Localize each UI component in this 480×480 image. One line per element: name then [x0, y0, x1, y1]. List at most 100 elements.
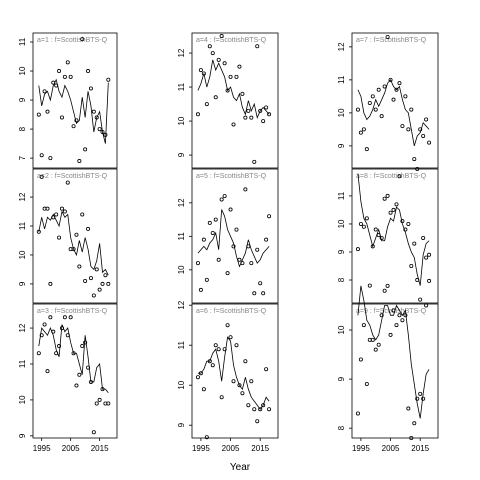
point: [68, 74, 73, 79]
panel-frame: [191, 168, 279, 304]
point: [261, 291, 266, 296]
point: [216, 57, 221, 62]
strip-label: a=9 : f=ScottishBTS-Q: [356, 308, 427, 315]
fit-line: [38, 78, 109, 144]
point: [86, 226, 91, 231]
point: [358, 357, 363, 362]
point: [403, 94, 408, 99]
point: [36, 112, 41, 117]
point: [261, 119, 266, 124]
point: [382, 288, 387, 293]
point: [65, 60, 70, 65]
point: [246, 403, 251, 408]
point: [406, 127, 411, 132]
point: [80, 344, 85, 349]
point: [421, 235, 426, 240]
point: [394, 87, 399, 92]
strip-label: a=2 : f=ScottishBTS-Q: [37, 173, 108, 180]
y-tick-label: 12: [337, 42, 346, 51]
x-tick-label: 2005: [62, 444, 80, 453]
panel-frame: [191, 32, 279, 169]
y-tick-label: 11: [18, 221, 27, 230]
point: [400, 318, 405, 323]
point: [252, 291, 257, 296]
point: [237, 257, 242, 262]
y-tick-label: 10: [337, 219, 346, 228]
point: [54, 212, 59, 217]
point: [204, 102, 209, 107]
point: [400, 124, 405, 129]
point: [379, 114, 384, 119]
point: [204, 435, 209, 440]
strip-label: a=3 : f=ScottishBTS-Q: [37, 308, 108, 315]
point: [406, 406, 411, 411]
panel-frame: [351, 32, 439, 169]
panel-frame: [351, 303, 439, 439]
strip-label: a=5 : f=ScottishBTS-Q: [196, 173, 267, 180]
point: [255, 419, 260, 424]
fit-line: [38, 210, 109, 276]
point: [367, 100, 372, 105]
y-tick-label: 10: [177, 265, 186, 274]
point: [394, 323, 399, 328]
strip-label: a=8 : f=ScottishBTS-Q: [356, 173, 427, 180]
point: [418, 127, 423, 132]
fit-line: [197, 209, 270, 268]
point: [412, 157, 417, 162]
point: [228, 207, 233, 212]
point: [204, 277, 209, 282]
point: [210, 51, 215, 56]
point: [94, 267, 99, 272]
point: [74, 383, 79, 388]
point: [65, 180, 70, 185]
y-tick-label: 12: [177, 198, 186, 207]
point: [246, 108, 251, 113]
point: [57, 235, 62, 240]
point: [373, 347, 378, 352]
panel-frame: [32, 303, 118, 439]
point: [397, 81, 402, 86]
y-tick-label: 7: [18, 155, 27, 160]
point: [394, 202, 399, 207]
point: [97, 287, 102, 292]
point: [240, 91, 245, 96]
point: [45, 206, 50, 211]
point: [424, 255, 429, 260]
point: [373, 107, 378, 112]
point: [216, 257, 221, 262]
point: [222, 61, 227, 66]
fit-line: [357, 79, 430, 147]
point: [412, 241, 417, 246]
y-tick-label: 9: [177, 422, 186, 427]
point: [234, 74, 239, 79]
point: [358, 221, 363, 226]
point: [427, 140, 432, 145]
point: [391, 97, 396, 102]
point: [36, 351, 41, 356]
point: [264, 105, 269, 110]
y-tick-label: 8: [18, 126, 27, 131]
y-tick-label: 11: [177, 341, 186, 350]
point: [427, 278, 432, 283]
point: [258, 281, 263, 286]
point: [258, 407, 263, 412]
point: [243, 115, 248, 120]
point: [261, 403, 266, 408]
y-tick-label: 9: [18, 97, 27, 102]
point: [48, 281, 53, 286]
point: [77, 372, 82, 377]
point: [219, 34, 224, 39]
point: [240, 391, 245, 396]
strip-label: a=1 : f=ScottishBTS-Q: [37, 37, 108, 44]
point: [409, 263, 414, 268]
point: [391, 207, 396, 212]
point: [409, 107, 414, 112]
point: [385, 34, 390, 39]
point: [406, 221, 411, 226]
point: [106, 281, 111, 286]
point: [216, 347, 221, 352]
point: [267, 214, 272, 219]
point: [57, 344, 62, 349]
y-tick-label: 12: [18, 192, 27, 201]
